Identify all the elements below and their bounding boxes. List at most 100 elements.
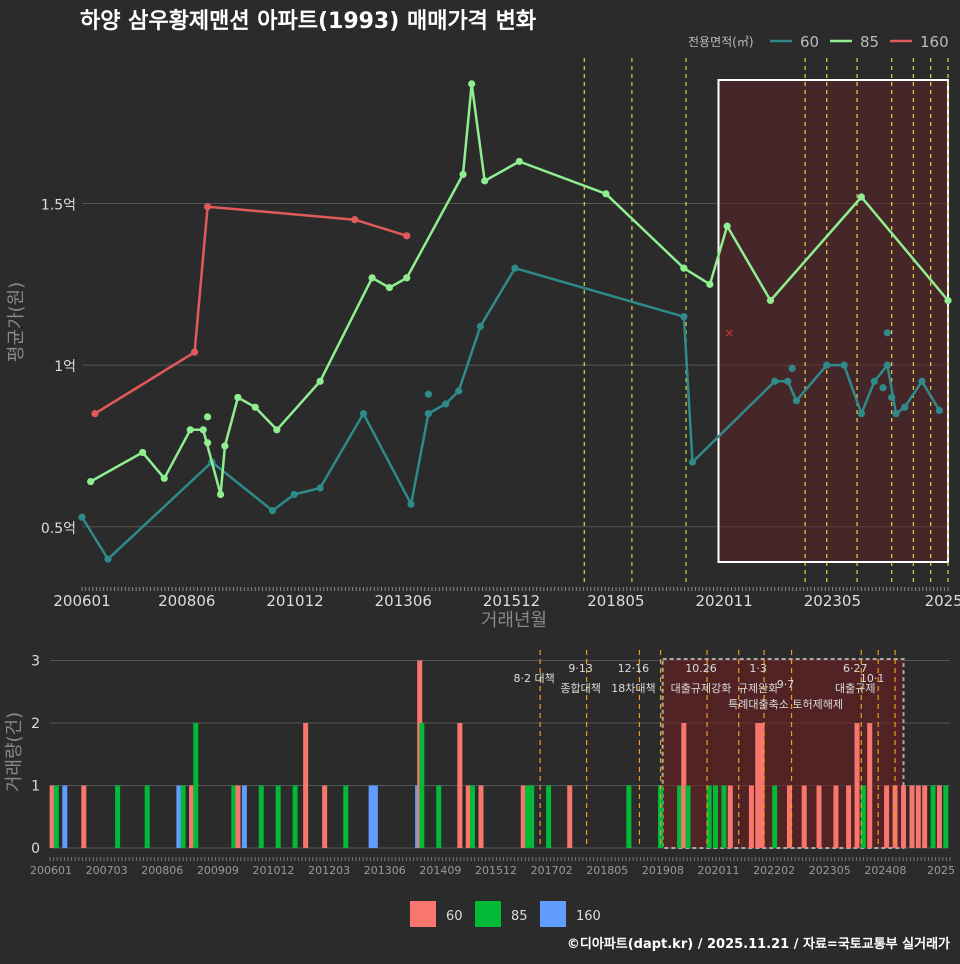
data-point-85 xyxy=(216,490,225,499)
bar-85 xyxy=(677,785,683,848)
data-point-85 xyxy=(515,157,523,166)
x-tick-label: 202011 xyxy=(696,592,753,610)
bar-60 xyxy=(846,785,852,848)
bar-60 xyxy=(465,785,471,848)
data-point-60 xyxy=(918,377,926,385)
data-point-160 xyxy=(203,203,212,211)
data-point-60 xyxy=(784,377,792,385)
data-point-60 xyxy=(883,361,891,369)
data-point-85 xyxy=(385,283,394,292)
data-point-60 xyxy=(104,555,112,563)
data-point-85 xyxy=(706,280,714,288)
bar-160 xyxy=(368,785,374,848)
bar-160 xyxy=(62,785,68,848)
bar-60 xyxy=(748,785,754,848)
bar-85 xyxy=(115,785,121,848)
data-point-85 xyxy=(273,426,281,434)
legend-label-85: 85 xyxy=(860,33,879,51)
bar-85 xyxy=(721,785,727,848)
data-point-85 xyxy=(160,474,168,482)
data-point-85 xyxy=(87,477,95,486)
policy-label: 특례대출축소 토허제해제 xyxy=(728,697,843,711)
data-point-60 xyxy=(442,400,450,408)
bar-60 xyxy=(759,723,765,848)
data-point-60 xyxy=(883,329,891,337)
policy-label: 18차대책 xyxy=(611,682,655,695)
bar-60 xyxy=(854,723,860,848)
bar-160 xyxy=(176,785,182,848)
data-point-85 xyxy=(368,274,376,282)
data-point-60 xyxy=(823,361,831,369)
data-point-85 xyxy=(316,377,324,385)
bar-85 xyxy=(772,785,778,848)
bar-x-tick-label: 201512 xyxy=(475,864,517,877)
data-point-160 xyxy=(91,410,99,418)
bar-60 xyxy=(567,785,573,848)
bar-x-tick-label: 201702 xyxy=(531,864,573,877)
data-point-85 xyxy=(602,190,610,198)
bar-legend-swatch-160 xyxy=(540,901,566,927)
data-point-60 xyxy=(892,410,900,418)
bar-60 xyxy=(909,785,915,848)
bar-60 xyxy=(833,785,839,848)
bar-legend-label-160: 160 xyxy=(576,909,601,924)
bar-60 xyxy=(49,785,55,848)
bar-60 xyxy=(755,723,761,848)
data-point-85 xyxy=(723,222,731,230)
data-point-85 xyxy=(251,403,259,411)
data-point-160 xyxy=(351,216,359,224)
data-point-60 xyxy=(407,500,415,508)
data-point-60 xyxy=(268,507,277,515)
bar-x-tick-label: 200909 xyxy=(197,864,239,877)
bar-85 xyxy=(419,723,425,848)
data-point-85 xyxy=(199,426,207,434)
policy-label: 10·1 xyxy=(860,672,885,685)
bar-60 xyxy=(801,785,807,848)
data-point-85 xyxy=(203,413,212,421)
bar-y-axis-label: 거래량(건) xyxy=(4,712,25,792)
bar-legend-swatch-60 xyxy=(410,901,436,927)
data-point-160 xyxy=(190,348,199,356)
data-point-60 xyxy=(680,313,688,321)
bar-60 xyxy=(922,785,928,848)
data-point-60 xyxy=(888,393,896,402)
bar-y-tick-label: 3 xyxy=(31,654,40,670)
bar-x-tick-label: 201203 xyxy=(308,864,350,877)
bar-60 xyxy=(235,785,241,848)
footer-credit: ©디아파트(dapt.kr) / 2025.11.21 / 자료=국토교통부 실… xyxy=(567,936,950,952)
data-point-85 xyxy=(139,448,147,457)
policy-label: 6·27 xyxy=(843,662,868,675)
data-point-85 xyxy=(186,426,194,434)
data-point-60 xyxy=(688,458,697,466)
data-point-60 xyxy=(840,361,848,369)
bar-60 xyxy=(936,785,942,848)
policy-label: 10.26 xyxy=(685,662,717,675)
policy-label: 규제완화 xyxy=(738,682,778,695)
bar-x-tick-label: 201805 xyxy=(586,864,628,877)
bar-60 xyxy=(478,785,484,848)
bar-85 xyxy=(144,785,150,848)
bar-x-tick-label: 201306 xyxy=(364,864,406,877)
data-point-85 xyxy=(203,439,212,447)
data-point-60 xyxy=(857,410,866,418)
policy-label: 12·16 xyxy=(618,662,650,675)
bar-160 xyxy=(372,785,378,848)
bar-60 xyxy=(457,723,463,848)
bar-60 xyxy=(81,785,87,848)
bar-x-tick-label: 201908 xyxy=(642,864,684,877)
chart-title: 하양 삼우황제맨션 아파트(1993) 매매가격 변화 xyxy=(80,9,536,34)
policy-label: 9·13 xyxy=(568,662,593,675)
data-point-60 xyxy=(771,377,779,385)
data-point-160 xyxy=(403,232,411,240)
legend-label-60: 60 xyxy=(800,33,819,51)
x-tick-label: 201805 xyxy=(587,592,644,610)
x-tick-label: 201012 xyxy=(266,592,323,610)
bar-160 xyxy=(241,785,247,848)
data-point-85 xyxy=(221,442,229,450)
bar-x-tick-label: 200703 xyxy=(86,864,128,877)
bar-y-tick-label: 1 xyxy=(31,779,40,795)
policy-label: 대출규제강화 xyxy=(671,682,732,695)
bar-85 xyxy=(53,785,59,848)
y-tick-label: 1.5억 xyxy=(41,197,76,213)
